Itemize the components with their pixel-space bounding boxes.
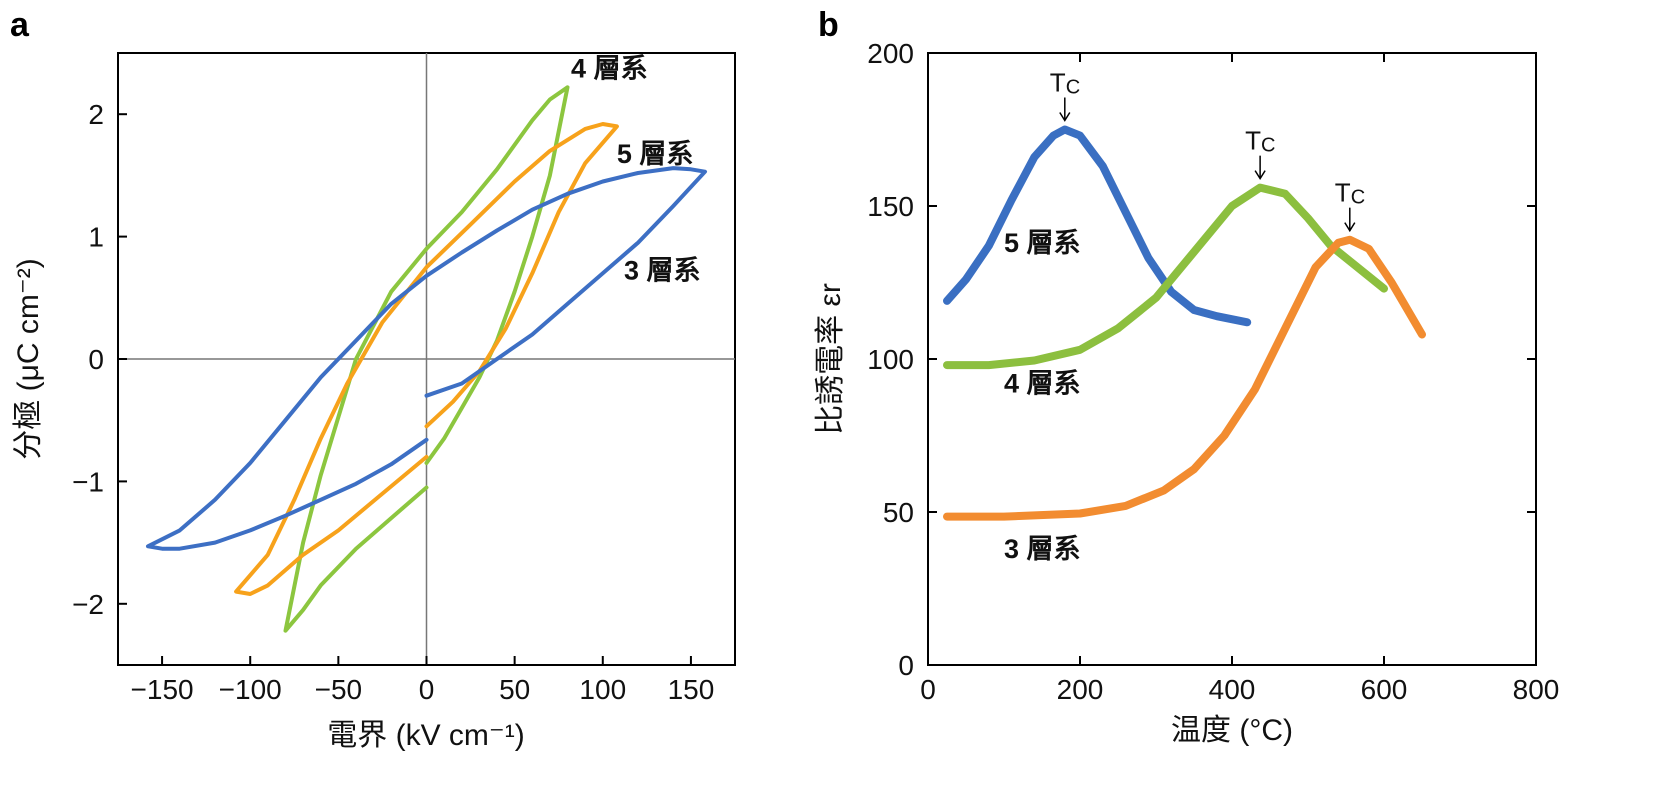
panel-a-y-axis-title: 分極 (μC cm⁻²) bbox=[12, 258, 45, 459]
series-line bbox=[234, 122, 619, 596]
panel-b-x-axis-title: 温度 (°C) bbox=[1171, 714, 1293, 747]
x-tick-label: 100 bbox=[579, 674, 626, 705]
panel-b-letter: b bbox=[818, 6, 839, 44]
series-label: 3 層系 bbox=[624, 255, 701, 285]
x-tick-label: 400 bbox=[1209, 674, 1256, 705]
tc-label: TC bbox=[1335, 178, 1365, 209]
y-tick-label: 150 bbox=[867, 191, 914, 222]
panel-b-y-axis-title: 比誘電率 εr bbox=[814, 283, 847, 435]
panel-a-letter: a bbox=[10, 6, 30, 44]
panel-b-ticks: 0 200 400 600 800 0 50 100 150 200 bbox=[867, 38, 1559, 705]
x-tick-label: 800 bbox=[1513, 674, 1560, 705]
series-label: 5 層系 bbox=[1004, 228, 1081, 258]
tc-arrow-head bbox=[1254, 170, 1266, 181]
x-tick-label: 50 bbox=[499, 674, 530, 705]
y-tick-label: 0 bbox=[88, 344, 104, 375]
series-line bbox=[943, 183, 1388, 370]
panel-a: a −150 −100 −50 0 50 100 150 −2 −1 0 1 2 4 層系 5 層系 3 … bbox=[10, 6, 736, 752]
x-tick-label: 600 bbox=[1361, 674, 1408, 705]
x-tick-label: 0 bbox=[920, 674, 936, 705]
tc-arrow-head bbox=[1344, 222, 1356, 233]
x-tick-label: 0 bbox=[419, 674, 435, 705]
tc-label: TC bbox=[1050, 68, 1080, 99]
series-label: 4 層系 bbox=[1004, 369, 1081, 399]
x-tick-label: −50 bbox=[315, 674, 363, 705]
series-label: 4 層系 bbox=[571, 53, 648, 83]
panel-b-series: 5 層系 TC 4 層系 TC 3 層系 TC bbox=[943, 68, 1426, 564]
y-tick-label: 2 bbox=[88, 99, 104, 130]
y-tick-label: 1 bbox=[88, 222, 104, 253]
x-tick-label: −150 bbox=[131, 674, 194, 705]
panel-a-series: 4 層系 5 層系 3 層系 bbox=[146, 53, 707, 633]
series-label: 3 層系 bbox=[1004, 534, 1081, 564]
tc-label: TC bbox=[1245, 126, 1275, 157]
x-tick-label: 150 bbox=[668, 674, 715, 705]
x-tick-label: −100 bbox=[219, 674, 282, 705]
x-tick-label: 200 bbox=[1057, 674, 1104, 705]
series-line bbox=[943, 125, 1252, 327]
panel-a-ticks: −150 −100 −50 0 50 100 150 −2 −1 0 1 2 bbox=[72, 99, 714, 705]
series-label: 5 層系 bbox=[617, 139, 694, 169]
panel-b: b 0 200 400 600 800 0 50 100 150 200 5 層系 TC 4 層系 TC… bbox=[814, 6, 1559, 747]
series-line bbox=[943, 235, 1426, 521]
y-tick-label: 50 bbox=[883, 497, 914, 528]
panel-a-x-axis-title: 電界 (kV cm⁻¹) bbox=[327, 719, 524, 752]
tc-arrow-head bbox=[1059, 112, 1071, 122]
y-tick-label: 0 bbox=[898, 650, 914, 681]
y-tick-label: −1 bbox=[72, 466, 104, 497]
series-line bbox=[146, 166, 707, 551]
y-tick-label: 100 bbox=[867, 344, 914, 375]
y-tick-label: 200 bbox=[867, 38, 914, 69]
panel-a-zero-lines bbox=[118, 53, 735, 665]
y-tick-label: −2 bbox=[72, 589, 104, 620]
